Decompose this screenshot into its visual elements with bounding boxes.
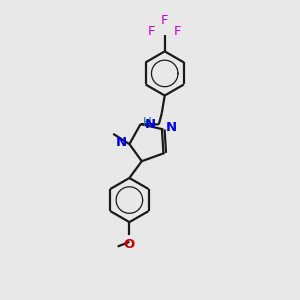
Text: H: H xyxy=(143,116,152,128)
Text: F: F xyxy=(148,25,155,38)
Text: F: F xyxy=(174,25,182,38)
Text: O: O xyxy=(123,238,134,251)
Text: N: N xyxy=(166,122,177,134)
Text: N: N xyxy=(145,118,156,131)
Text: N: N xyxy=(116,136,127,149)
Text: F: F xyxy=(161,14,169,27)
